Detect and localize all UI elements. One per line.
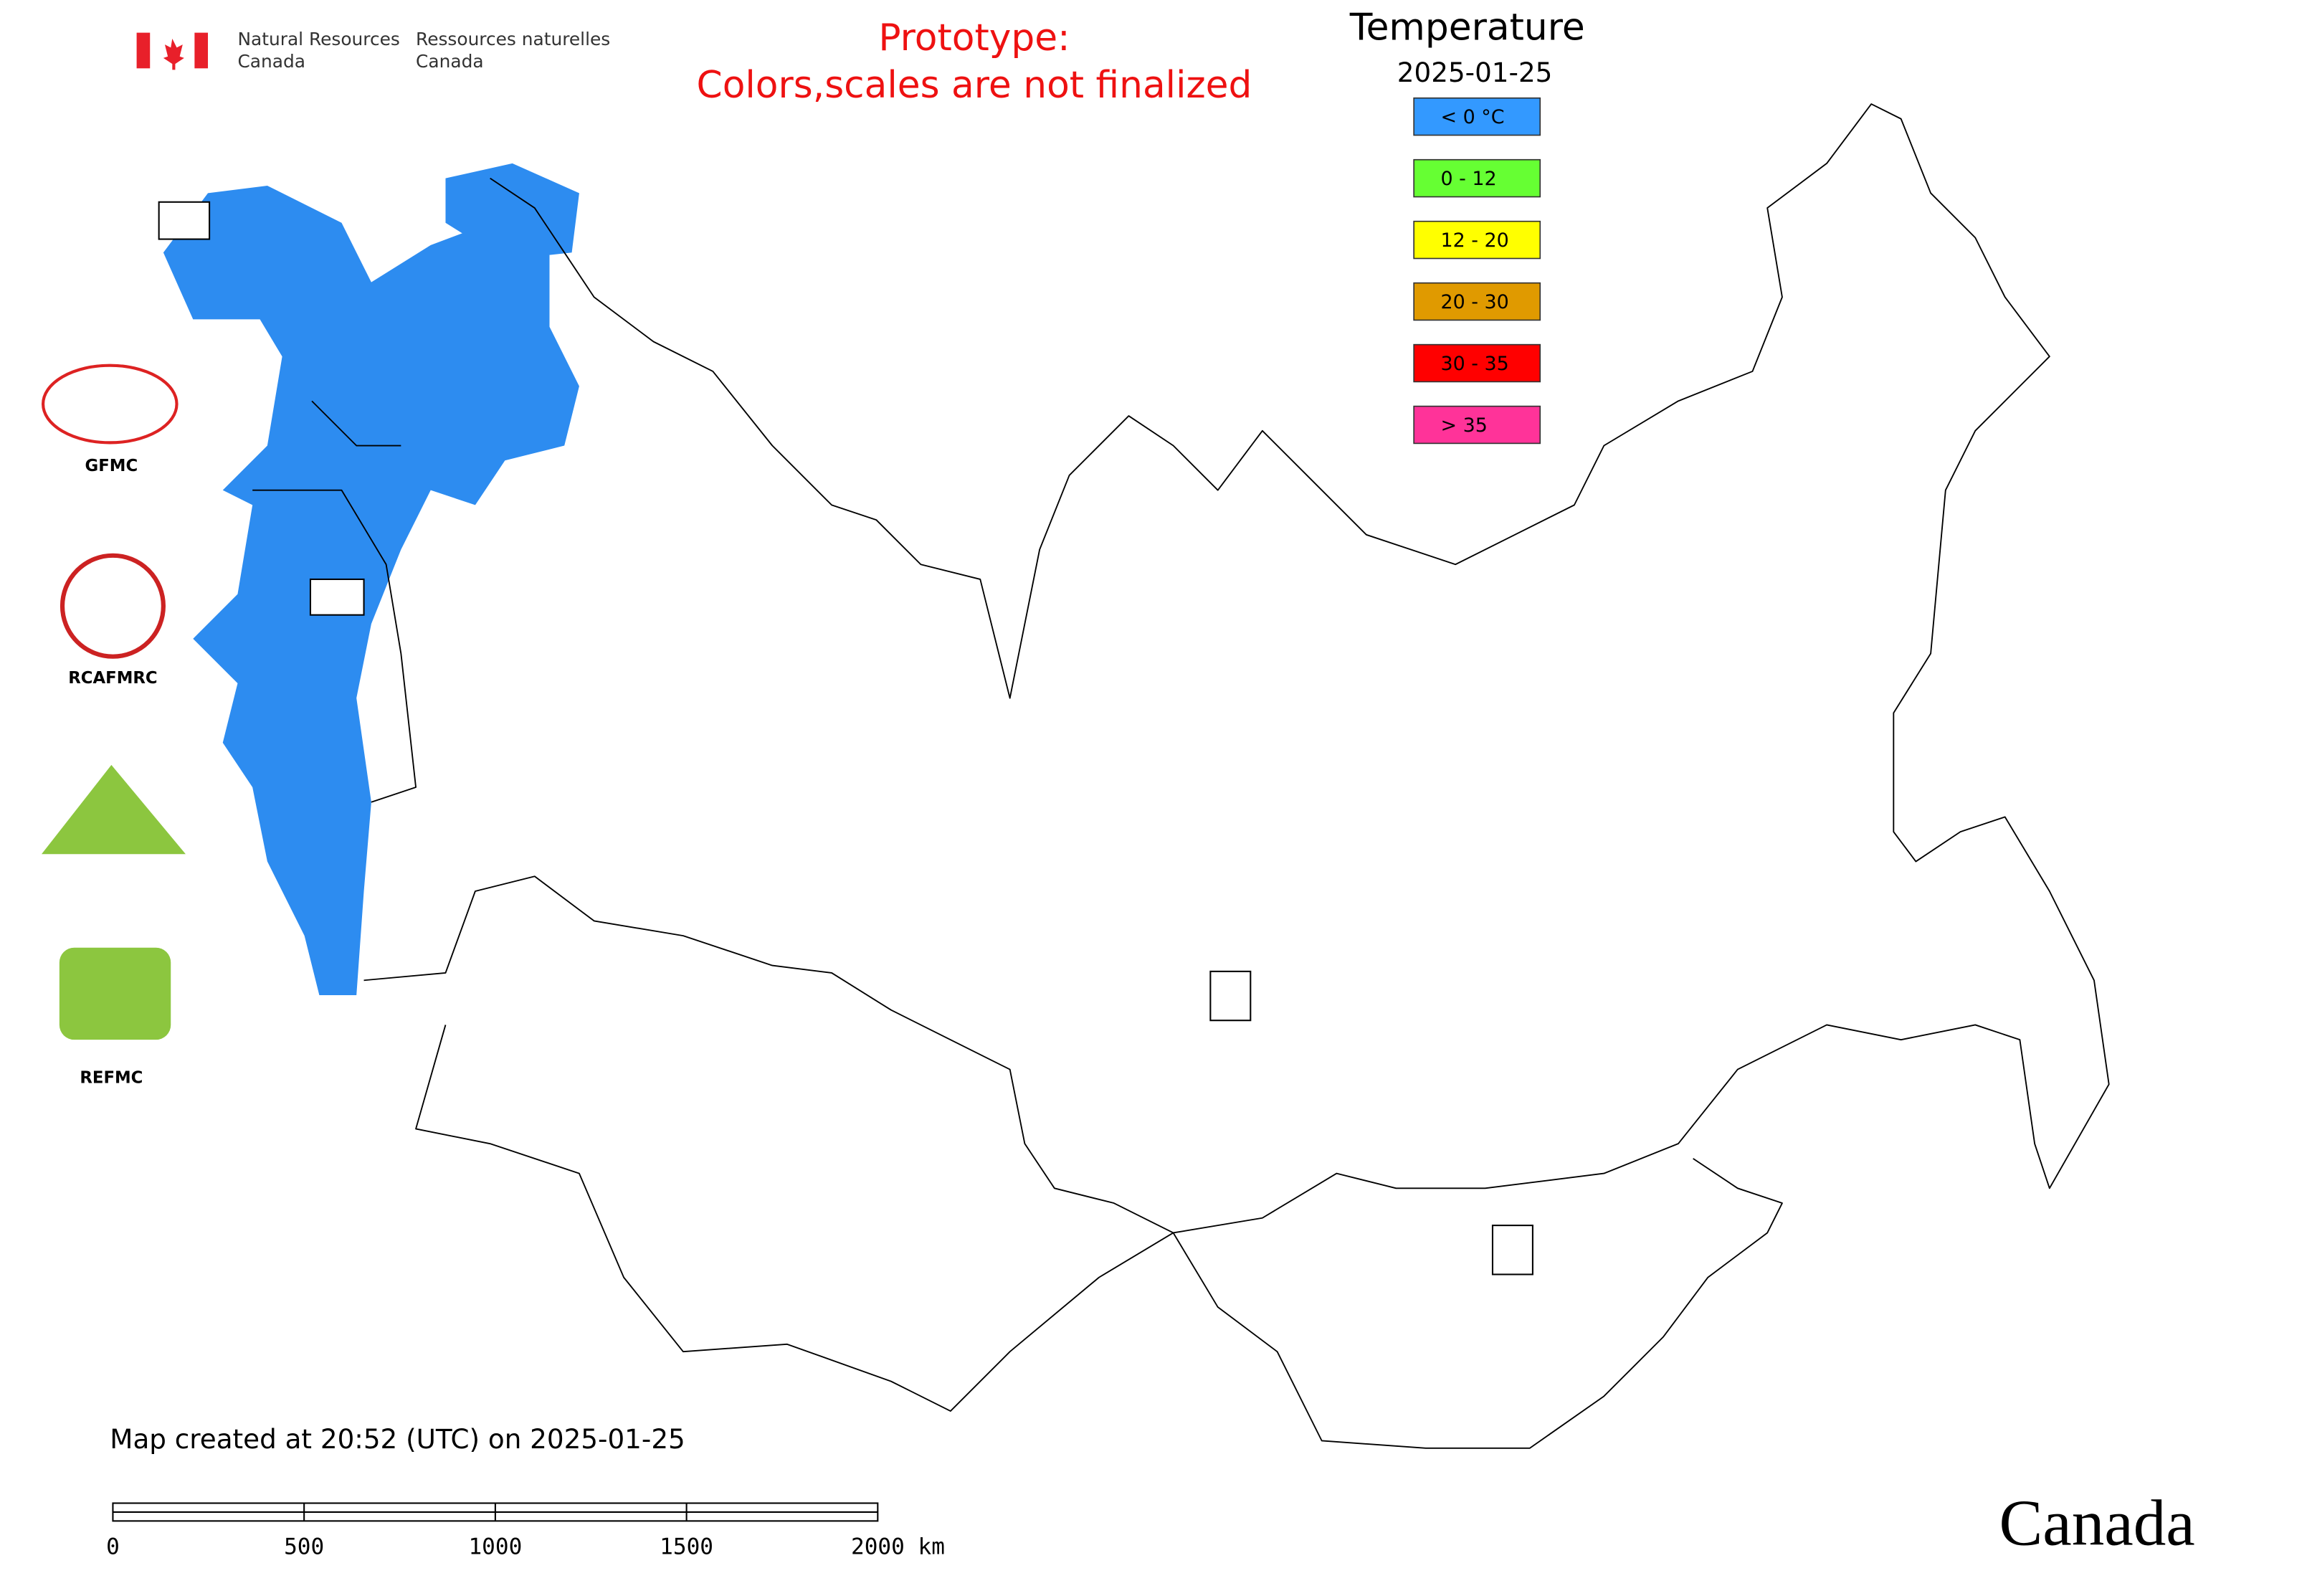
scale-bar: 0 500 1000 1500 2000 km [106, 1502, 945, 1560]
legend-label: 20 - 30 [1440, 291, 1508, 313]
agency-fr: Canada [416, 51, 484, 72]
notice: Colors,scales are not finalized [697, 64, 1252, 107]
reefmc-emblem [42, 764, 186, 855]
notice: Prototype: [878, 16, 1070, 60]
basemap [163, 103, 2110, 1449]
legend-label: 0 - 12 [1440, 168, 1496, 190]
agency-en: Canada [237, 51, 305, 72]
legend-swatch [1413, 158, 1541, 198]
logo-label: GFMC [85, 457, 138, 475]
rcafmrc-emblem [60, 553, 166, 659]
site-marker [1491, 1225, 1533, 1276]
created-note: Map created at 20:52 (UTC) on 2025-01-25 [110, 1423, 685, 1455]
legend-swatch [1413, 220, 1541, 260]
legend-label: < 0 °C [1440, 106, 1504, 128]
agency-en: Natural Resources [237, 29, 399, 49]
scale-label: 2000 km [851, 1534, 945, 1560]
legend-label: > 35 [1440, 414, 1487, 437]
legend: < 0 °C 0 - 12 12 - 20 20 - 30 30 - 35 > 35 [1413, 97, 1541, 445]
nrcan-signature: Natural Resources Canada Ressources natu… [136, 29, 610, 72]
legend-swatch [1413, 343, 1541, 383]
gfmc-emblem [42, 364, 179, 445]
legend-swatch [1413, 282, 1541, 321]
europe-border [252, 400, 417, 803]
kazakhstan-border [415, 1025, 1174, 1412]
flag-bar [194, 32, 209, 69]
legend-swatch [1413, 405, 1541, 445]
legend-swatch [1413, 97, 1541, 136]
logo-panel: GFMC RCAFMRC REFMC [42, 364, 186, 1088]
agency-fr: Ressources naturelles [416, 29, 610, 49]
scale-label: 0 [106, 1534, 120, 1560]
maple-leaf [163, 38, 184, 70]
mongolia-border [1172, 1158, 1783, 1449]
scale-label: 1500 [660, 1534, 713, 1560]
russia-border [363, 103, 2110, 1234]
logo-label: RCAFMRC [68, 669, 157, 688]
refmc-emblem [59, 947, 171, 1040]
flag-bar [136, 32, 151, 69]
site-marker [309, 578, 365, 616]
legend-title: Temperature [1349, 6, 1585, 49]
logo-label: REFMC [80, 1069, 143, 1088]
site-marker [158, 201, 211, 240]
legend-date: 2025-01-25 [1397, 57, 1553, 88]
site-marker [1209, 970, 1252, 1022]
legend-label: 30 - 35 [1440, 353, 1508, 375]
temperature-area [163, 163, 579, 996]
canada-wordmark: Canada [1999, 1487, 2194, 1559]
scale-label: 500 [284, 1534, 324, 1560]
legend-label: 12 - 20 [1440, 229, 1508, 252]
scale-label: 1000 [468, 1534, 522, 1560]
